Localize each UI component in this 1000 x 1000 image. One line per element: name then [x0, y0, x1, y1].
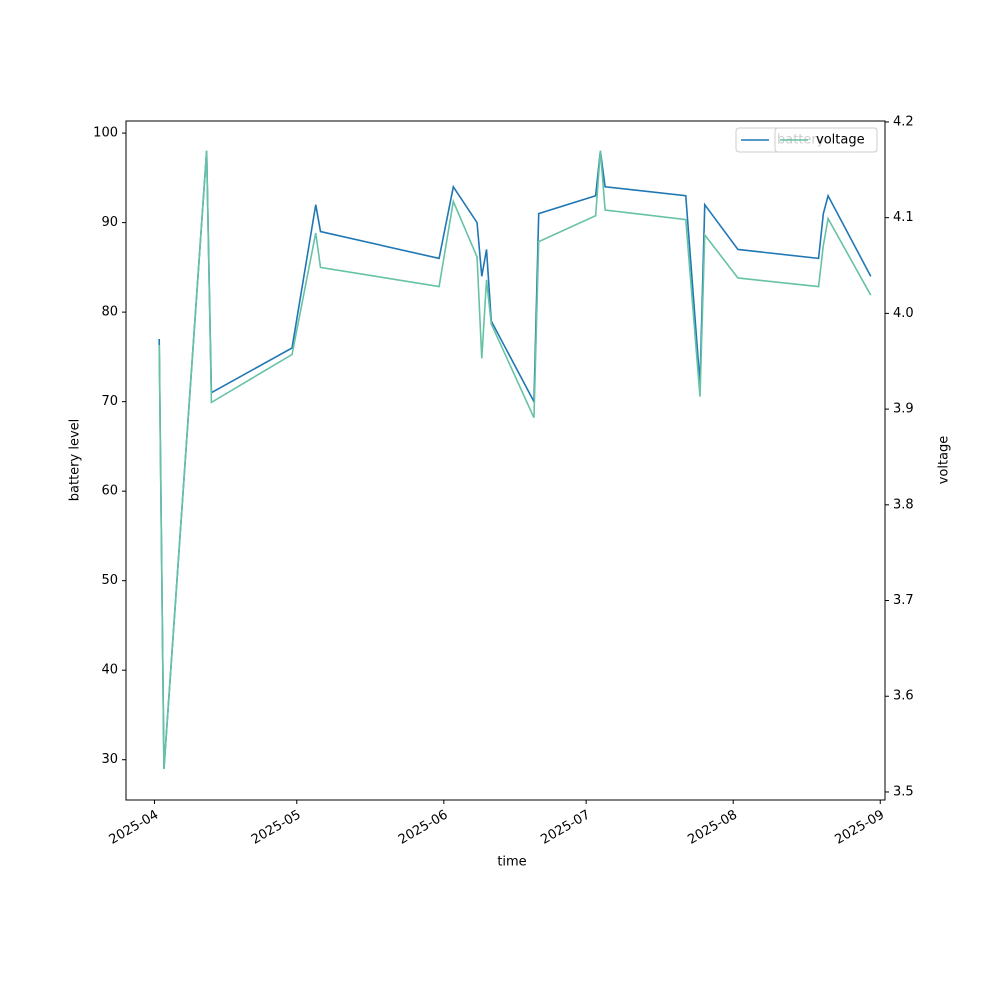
y2-tick-label: 3.9 [893, 402, 914, 417]
x-tick-label: 2025-05 [249, 808, 304, 848]
plot-frame [125, 120, 886, 801]
y-tick-label: 70 [101, 394, 118, 409]
y2-tick-label: 4.2 [893, 114, 914, 129]
x-tick-label: 2025-06 [396, 808, 451, 848]
y2-tick-label: 3.6 [893, 689, 914, 704]
y-tick-label: 100 [93, 126, 118, 141]
legend-label: voltage [816, 133, 865, 148]
y2-tick-label: 4.1 [893, 210, 914, 225]
x-tick-label: 2025-07 [538, 808, 593, 848]
y-tick-label: 40 [101, 663, 118, 678]
y-tick-label: 90 [101, 215, 118, 230]
y-tick-label: 60 [101, 484, 118, 499]
x-tick-label: 2025-08 [685, 808, 740, 848]
y2-tick-label: 4.0 [893, 306, 914, 321]
x-tick-label: 2025-09 [832, 808, 887, 848]
y2-axis-label: voltage [937, 436, 952, 485]
x-tick-label: 2025-04 [107, 808, 162, 848]
y2-tick-label: 3.7 [893, 593, 914, 608]
y2-tick-label: 3.5 [893, 784, 914, 799]
x-axis-label: time [497, 855, 526, 870]
y-axis-label: battery level [68, 419, 83, 502]
data-line [158, 150, 872, 769]
y-tick-label: 50 [101, 573, 118, 588]
y2-tick-label: 3.8 [893, 497, 914, 512]
y-tick-label: 30 [101, 752, 118, 767]
y-tick-label: 80 [101, 305, 118, 320]
legend-box [774, 127, 878, 153]
data-line [158, 150, 872, 770]
